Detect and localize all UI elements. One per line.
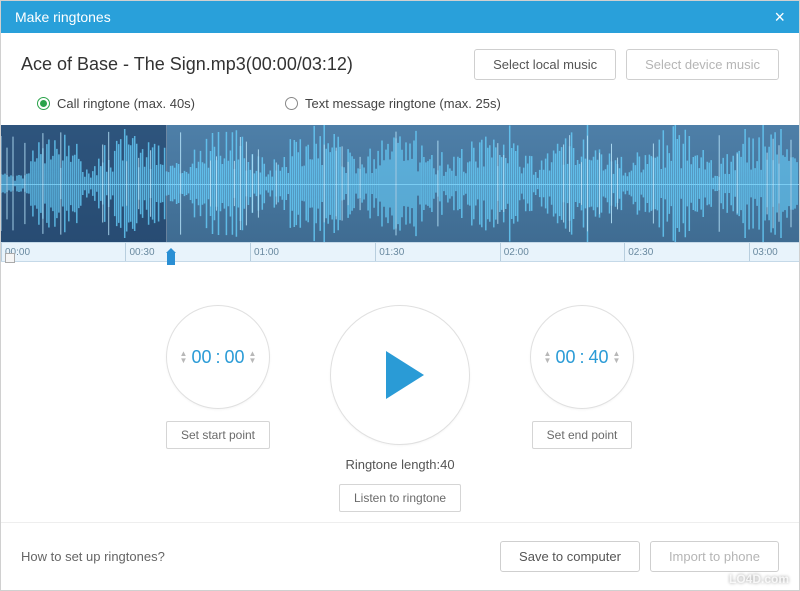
set-start-point-button[interactable]: Set start point [166,421,270,449]
end-handle[interactable] [167,253,175,265]
start-minutes: 00 [191,347,211,368]
timeline-tick: 02:00 [500,243,529,261]
radio-icon [285,97,298,110]
titlebar: Make ringtones × [1,1,799,33]
radio-icon [37,97,50,110]
timeline-tick: 02:30 [624,243,653,261]
select-local-music-button[interactable]: Select local music [474,49,616,80]
ringtone-type-radios: Call ringtone (max. 40s) Text message ri… [1,90,799,125]
footer-buttons: Save to computer Import to phone [500,541,779,572]
listen-to-ringtone-button[interactable]: Listen to ringtone [339,484,461,512]
end-time-circle: ▲▼ 00 : 40 ▲▼ [530,305,634,409]
import-to-phone-button: Import to phone [650,541,779,572]
footer-row: How to set up ringtones? Save to compute… [1,522,799,590]
ringtone-maker-window: Make ringtones × Ace of Base - The Sign.… [0,0,800,591]
second-stepper-icon[interactable]: ▲▼ [249,350,257,364]
start-handle[interactable] [5,253,15,263]
timeline-tick: 03:00 [749,243,778,261]
set-end-point-button[interactable]: Set end point [532,421,633,449]
timeline-tick: 00:30 [125,243,154,261]
header-row: Ace of Base - The Sign.mp3(00:00/03:12) … [1,33,799,90]
handle-row [1,262,799,275]
header-buttons: Select local music Select device music [474,49,779,80]
start-time-display: ▲▼ 00 : 00 ▲▼ [180,347,257,368]
select-device-music-button: Select device music [626,49,779,80]
minute-stepper-icon[interactable]: ▲▼ [544,350,552,364]
timeline-tick: 01:00 [250,243,279,261]
radio-label: Text message ringtone (max. 25s) [305,96,501,111]
end-seconds: 40 [589,347,609,368]
start-point-column: ▲▼ 00 : 00 ▲▼ Set start point [166,305,270,449]
help-link[interactable]: How to set up ringtones? [21,549,165,564]
start-time-circle: ▲▼ 00 : 00 ▲▼ [166,305,270,409]
radio-text-ringtone[interactable]: Text message ringtone (max. 25s) [285,96,501,111]
waveform-area[interactable] [1,125,799,242]
radio-call-ringtone[interactable]: Call ringtone (max. 40s) [37,96,195,111]
play-icon [386,351,424,399]
play-button[interactable] [330,305,470,445]
ringtone-length-label: Ringtone length:40 [345,457,454,472]
save-to-computer-button[interactable]: Save to computer [500,541,640,572]
end-time-display: ▲▼ 00 : 40 ▲▼ [544,347,621,368]
timeline-tick: 01:30 [375,243,404,261]
close-icon[interactable]: × [774,7,785,28]
filename-label: Ace of Base - The Sign.mp3(00:00/03:12) [21,54,353,75]
radio-label: Call ringtone (max. 40s) [57,96,195,111]
end-minutes: 00 [555,347,575,368]
start-seconds: 00 [224,347,244,368]
timeline-ruler[interactable]: 00:0000:3001:0001:3002:0002:3003:00 [1,242,799,262]
play-column: Ringtone length:40 Listen to ringtone [330,305,470,512]
second-stepper-icon[interactable]: ▲▼ [613,350,621,364]
controls-row: ▲▼ 00 : 00 ▲▼ Set start point Ringtone l… [1,275,799,522]
window-title: Make ringtones [15,9,111,25]
end-point-column: ▲▼ 00 : 40 ▲▼ Set end point [530,305,634,449]
minute-stepper-icon[interactable]: ▲▼ [180,350,188,364]
waveform-svg [1,125,799,242]
